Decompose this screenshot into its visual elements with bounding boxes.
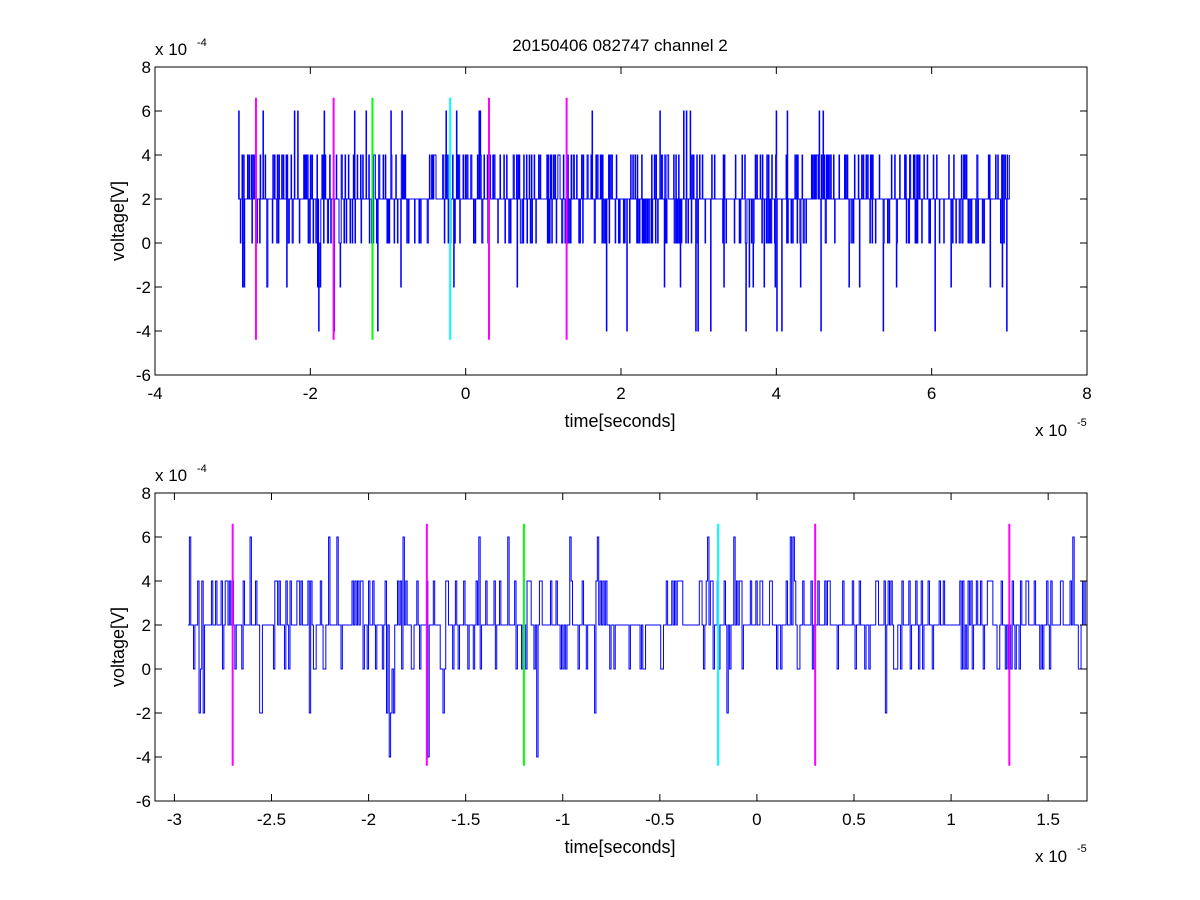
bottom-y-tick-label: 4: [142, 572, 151, 591]
top-y-tick-label: 2: [142, 190, 151, 209]
top-y-tick-label: 8: [142, 58, 151, 77]
top-x-tick-label: 4: [772, 384, 781, 403]
bottom-x-exponent-base: x 10: [1035, 847, 1067, 866]
top-y-ticks: -6 -4 -2 0 2 4 6 8: [136, 58, 1087, 385]
bottom-x-tick-label: 0.5: [842, 810, 866, 829]
bottom-x-tick-label: -3: [167, 810, 182, 829]
top-signal-line: [238, 110, 1010, 332]
top-y-tick-label: -6: [136, 366, 151, 385]
bottom-x-tick-label: -0.5: [645, 810, 674, 829]
top-y-tick-label: 6: [142, 102, 151, 121]
top-x-ticks: -4 -2 0 2 4 6 8: [147, 67, 1092, 403]
top-x-tick-label: 0: [461, 384, 470, 403]
top-x-tick-label: 6: [927, 384, 936, 403]
bottom-x-tick-label: 0: [752, 810, 761, 829]
bottom-y-exponent-base: x 10: [155, 466, 187, 485]
bottom-x-tick-label: -1.5: [451, 810, 480, 829]
bottom-signal-line: [188, 536, 1087, 758]
top-plot-content: [238, 97, 1010, 340]
bottom-panel: -3 -2.5 -2 -1.5 -1 -0.5 0 0.5 1 1.5 -6 -4 -2 0 2 4 6 8 x…: [108, 463, 1088, 866]
top-x-tick-label: -2: [303, 384, 318, 403]
bottom-x-tick-label: -1: [555, 810, 570, 829]
bottom-y-tick-label: 8: [142, 484, 151, 503]
bottom-y-tick-label: 0: [142, 660, 151, 679]
bottom-y-exponent-power: -4: [197, 463, 207, 475]
top-y-tick-label: -2: [136, 278, 151, 297]
bottom-x-tick-label: 1: [946, 810, 955, 829]
bottom-y-axis-label: voltage[V]: [108, 607, 128, 687]
top-x-exponent-power: -5: [1077, 417, 1087, 429]
top-y-exponent-base: x 10: [155, 40, 187, 59]
bottom-plot-content: [188, 523, 1087, 766]
top-x-tick-label: -4: [147, 384, 162, 403]
top-y-tick-label: -4: [136, 322, 151, 341]
bottom-y-tick-label: -6: [136, 792, 151, 811]
bottom-y-tick-label: 6: [142, 528, 151, 547]
bottom-y-tick-label: -4: [136, 748, 151, 767]
bottom-x-tick-label: -2: [361, 810, 376, 829]
top-y-exponent-power: -4: [197, 37, 207, 49]
bottom-y-ticks: -6 -4 -2 0 2 4 6 8: [136, 484, 1087, 811]
bottom-axes-frame: [154, 492, 1088, 802]
top-x-tick-label: 8: [1082, 384, 1091, 403]
top-y-tick-label: 4: [142, 146, 151, 165]
top-x-tick-label: 2: [616, 384, 625, 403]
top-y-tick-label: 0: [142, 234, 151, 253]
figure-title: 20150406 082747 channel 2: [512, 36, 728, 55]
bottom-y-tick-label: 2: [142, 616, 151, 635]
top-y-axis-label: voltage[V]: [108, 181, 128, 261]
bottom-x-tick-label: -2.5: [257, 810, 286, 829]
bottom-y-tick-label: -2: [136, 704, 151, 723]
bottom-x-axis-label: time[seconds]: [564, 837, 675, 857]
bottom-x-exponent-power: -5: [1077, 843, 1087, 855]
bottom-x-tick-label: 1.5: [1036, 810, 1060, 829]
top-x-axis-label: time[seconds]: [564, 411, 675, 431]
bottom-x-ticks: -3 -2.5 -2 -1.5 -1 -0.5 0 0.5 1 1.5: [167, 493, 1060, 829]
top-x-exponent-base: x 10: [1035, 421, 1067, 440]
